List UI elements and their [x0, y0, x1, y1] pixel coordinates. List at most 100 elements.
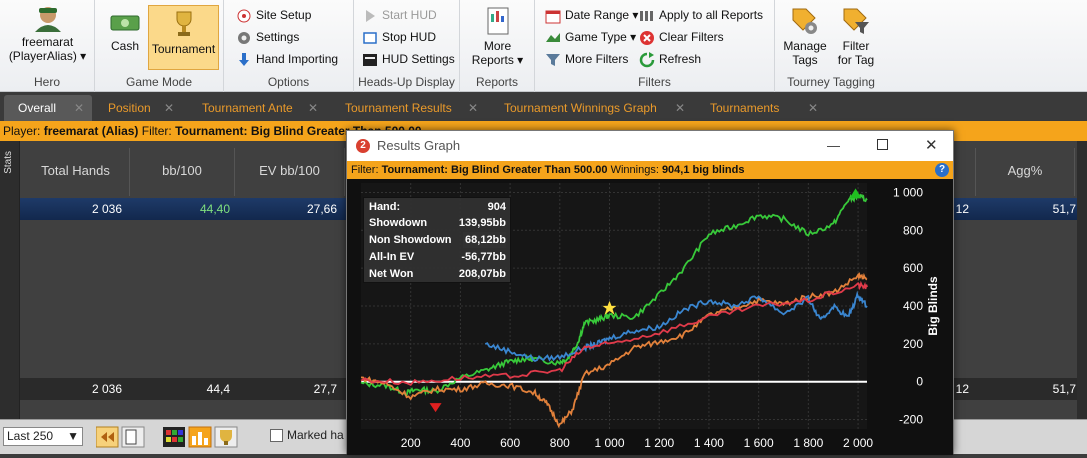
cards-icon[interactable] [121, 426, 145, 448]
stat-row-non-showdown: Non Showdown 68,12bb [369, 232, 506, 248]
y-tick-label: 400 [903, 299, 923, 313]
tag-filter-icon [843, 8, 869, 34]
help-icon[interactable]: ? [935, 163, 949, 177]
x-tick-label: 400 [450, 436, 470, 450]
bar-graph-icon[interactable] [188, 426, 212, 448]
report-tabs: Overall ✕ Position ✕ Tournament Ante ✕ Tour… [0, 93, 1087, 121]
tab-tournament-ante[interactable]: Tournament Ante ✕ [188, 95, 326, 121]
stats-side-tab[interactable]: Stats [0, 141, 20, 419]
close-icon[interactable]: ✕ [674, 101, 685, 115]
clear-filters-button[interactable]: Clear Filters [639, 28, 724, 47]
x-tick-label: 2 000 [843, 436, 873, 450]
x-tick-label: 1 600 [744, 436, 774, 450]
stat-row-all-in-ev: All-In EV -56,77bb [369, 251, 506, 263]
ribbon-toolbar: freemarat (PlayerAlias) ▾ Hero Cash Tour… [0, 0, 1087, 92]
column-header-ev-bb100[interactable]: EV bb/100 [235, 148, 345, 196]
reports-group-label: Reports [475, 75, 519, 89]
last-hands-select[interactable]: Last 250 ▼ [3, 427, 83, 446]
close-icon[interactable]: ✕ [807, 101, 818, 115]
apply-all-icon [640, 11, 653, 21]
graph-filter-bar: Filter: Tournament: Big Blind Greater Th… [347, 161, 953, 179]
column-header-total-hands[interactable]: Total Hands [22, 148, 130, 196]
cash-mode-button[interactable]: Cash [103, 8, 147, 53]
results-graph: 200 400 600 800 1 000 1 200 1 400 1 600 1 800 2 0… [347, 179, 953, 455]
marked-hands-checkbox[interactable] [270, 429, 283, 442]
column-header-bb100[interactable]: bb/100 [130, 148, 235, 196]
more-reports-button[interactable]: More Reports ▾ [464, 6, 531, 67]
hero-button[interactable]: freemarat (PlayerAlias) ▾ [4, 4, 91, 63]
column-header-agg[interactable]: Agg% [975, 148, 1075, 196]
hud-group-label: Heads-Up Display [358, 75, 455, 89]
y-tick-label: 800 [903, 223, 923, 237]
tab-tournaments[interactable]: Tournaments ✕ [696, 95, 826, 121]
y-tick-label: 0 [916, 375, 923, 389]
hud-settings-icon [363, 54, 377, 66]
options-group: Site Setup Settings Hand Importing Optio… [224, 0, 354, 92]
y-axis-label: Big Blinds [926, 276, 940, 336]
stat-row-hand: Hand: 904 [369, 201, 506, 213]
filters-group-label: Filters [638, 75, 671, 89]
manage-tags-button[interactable]: Manage Tags [781, 6, 829, 67]
series-line [360, 192, 868, 397]
more-filters-button[interactable]: More Filters [545, 50, 628, 69]
play-icon [366, 10, 375, 22]
date-range-button[interactable]: Date Range ▾ [545, 6, 638, 25]
apply-to-all-reports-button[interactable]: Apply to all Reports [639, 6, 763, 25]
hand-stats-tooltip: Hand: 904 Showdown 139,95bb Non Showdown 68… [363, 197, 511, 283]
close-icon[interactable]: ✕ [163, 101, 174, 115]
window-title: Results Graph [377, 138, 461, 153]
close-icon[interactable]: ✕ [467, 101, 478, 115]
hand-importing-button[interactable]: Hand Importing [236, 50, 338, 69]
game-type-button[interactable]: Game Type ▾ [545, 28, 636, 47]
tab-tournament-winnings-graph[interactable]: Tournament Winnings Graph ✕ [490, 95, 693, 121]
gear-icon [238, 32, 250, 44]
grid-icon[interactable] [163, 427, 185, 447]
settings-button[interactable]: Settings [236, 28, 299, 47]
x-tick-label: 1 400 [694, 436, 724, 450]
stop-icon [363, 32, 377, 44]
tab-overall[interactable]: Overall ✕ [4, 95, 92, 121]
y-tick-label: -200 [899, 413, 923, 427]
results-graph-window: 2 Results Graph — ✕ Filter: Tournament: … [346, 130, 954, 455]
rewind-icon[interactable] [95, 426, 119, 448]
maximize-icon[interactable] [877, 139, 888, 150]
stop-hud-button[interactable]: Stop HUD [362, 28, 436, 47]
options-group-label: Options [267, 75, 310, 89]
tournament-mode-button[interactable]: Tournament [148, 5, 219, 70]
star-marker [602, 300, 617, 315]
site-setup-icon [237, 9, 251, 23]
window-titlebar[interactable]: 2 Results Graph — ✕ [347, 131, 953, 161]
close-icon[interactable]: ✕ [307, 101, 318, 115]
start-hud-button[interactable]: Start HUD [362, 6, 437, 25]
trophy-icon[interactable] [214, 426, 238, 448]
hero-alias: (PlayerAlias) ▾ [8, 49, 87, 63]
series-line [360, 280, 868, 386]
minimize-icon[interactable]: — [827, 138, 840, 153]
hero-group: freemarat (PlayerAlias) ▾ Hero [0, 0, 95, 92]
report-icon [487, 7, 508, 35]
view-buttons [163, 426, 241, 448]
x-tick-label: 1 800 [793, 436, 823, 450]
hud-group: Start HUD Stop HUD HUD Settings Heads-Up… [354, 0, 460, 92]
tab-position[interactable]: Position ✕ [94, 95, 182, 121]
hero-group-label: Hero [33, 75, 60, 89]
refresh-button[interactable]: Refresh [639, 50, 701, 69]
y-tick-label: 200 [903, 337, 923, 351]
trophy-icon [176, 11, 191, 36]
import-arrow-icon [239, 53, 249, 66]
site-setup-button[interactable]: Site Setup [236, 6, 311, 25]
game-type-icon [546, 33, 560, 42]
calendar-icon [545, 10, 561, 24]
stat-row-net-won: Net Won 208,07bb [369, 268, 506, 280]
filter-for-tag-button[interactable]: Filter for Tag [833, 6, 879, 67]
close-icon[interactable]: ✕ [73, 101, 84, 115]
app-logo-icon: 2 [356, 139, 370, 153]
tourney-tagging-group: Manage Tags Filter for Tag Tourney Tagging [775, 0, 887, 92]
vertical-scrollbar[interactable] [1077, 141, 1087, 419]
close-icon[interactable]: ✕ [925, 137, 938, 154]
x-tick-label: 800 [550, 436, 570, 450]
hud-settings-button[interactable]: HUD Settings [362, 50, 455, 69]
tab-tournament-results[interactable]: Tournament Results ✕ [331, 95, 486, 121]
low-point-marker [429, 403, 442, 413]
y-tick-label: 600 [903, 261, 923, 275]
